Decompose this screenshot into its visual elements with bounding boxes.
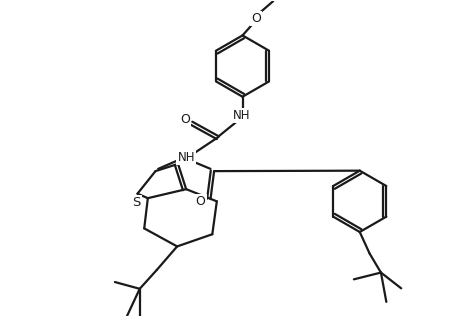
Text: O: O: [196, 195, 205, 208]
Text: O: O: [180, 113, 190, 126]
Text: O: O: [251, 12, 261, 25]
Text: NH: NH: [177, 151, 195, 164]
Text: NH: NH: [233, 109, 250, 122]
Text: S: S: [132, 196, 141, 209]
